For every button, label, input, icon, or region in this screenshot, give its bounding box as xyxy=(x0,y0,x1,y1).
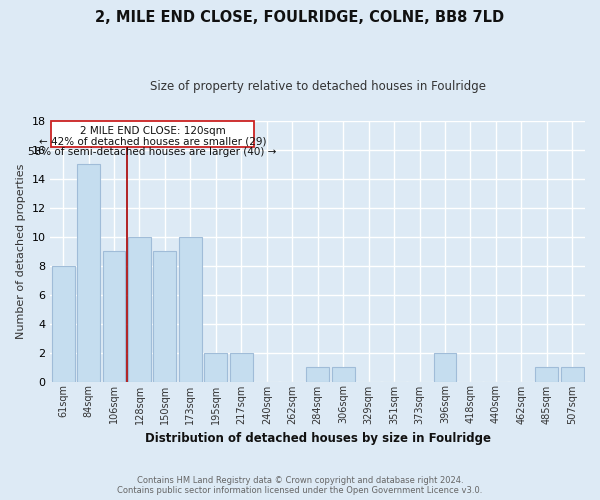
Bar xyxy=(230,352,253,382)
Bar xyxy=(332,367,355,382)
Bar xyxy=(535,367,558,382)
Bar xyxy=(128,236,151,382)
Title: Size of property relative to detached houses in Foulridge: Size of property relative to detached ho… xyxy=(149,80,485,93)
Bar xyxy=(561,367,584,382)
Bar xyxy=(77,164,100,382)
Y-axis label: Number of detached properties: Number of detached properties xyxy=(16,164,26,338)
FancyBboxPatch shape xyxy=(51,120,254,148)
Bar xyxy=(103,251,125,382)
Bar xyxy=(179,236,202,382)
Text: 2 MILE END CLOSE: 120sqm: 2 MILE END CLOSE: 120sqm xyxy=(80,126,226,136)
Bar xyxy=(52,266,74,382)
Text: Contains HM Land Registry data © Crown copyright and database right 2024.
Contai: Contains HM Land Registry data © Crown c… xyxy=(118,476,482,495)
Text: 58% of semi-detached houses are larger (40) →: 58% of semi-detached houses are larger (… xyxy=(28,148,277,158)
Bar xyxy=(205,352,227,382)
Bar xyxy=(154,251,176,382)
Bar xyxy=(434,352,457,382)
Text: 2, MILE END CLOSE, FOULRIDGE, COLNE, BB8 7LD: 2, MILE END CLOSE, FOULRIDGE, COLNE, BB8… xyxy=(95,10,505,25)
Bar xyxy=(306,367,329,382)
Text: ← 42% of detached houses are smaller (29): ← 42% of detached houses are smaller (29… xyxy=(39,136,266,146)
X-axis label: Distribution of detached houses by size in Foulridge: Distribution of detached houses by size … xyxy=(145,432,491,445)
